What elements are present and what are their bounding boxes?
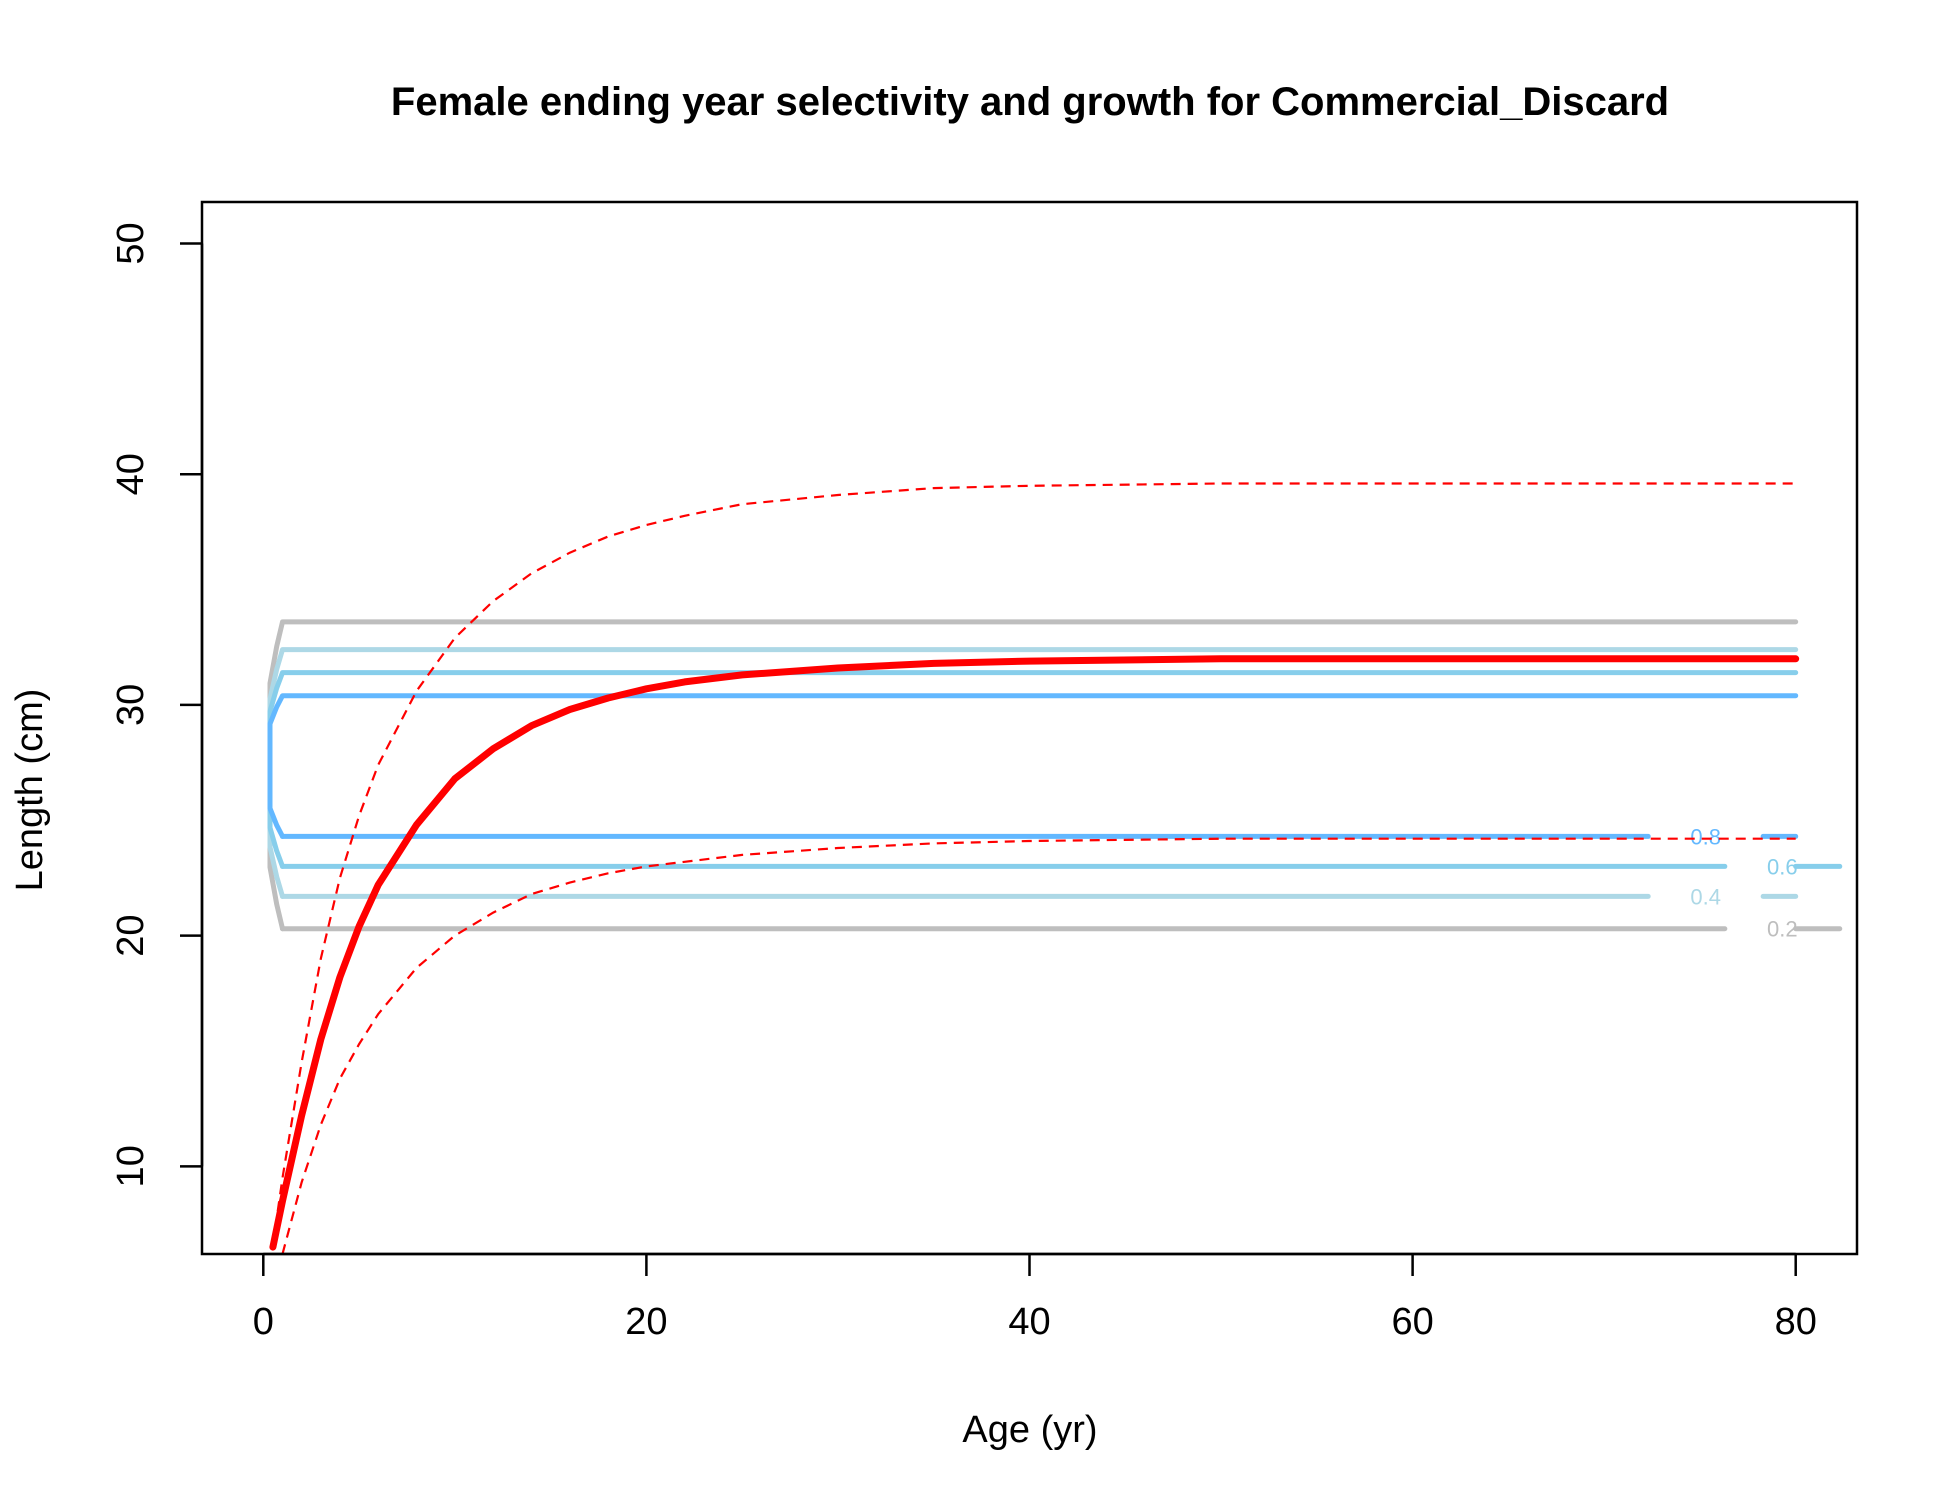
x-axis-label: Age (yr): [962, 1409, 1097, 1451]
contour-label-0.6: 0.6: [1767, 854, 1798, 879]
selectivity-contour-0.6: [267, 670, 1799, 869]
y-tick-label-30: 30: [110, 684, 152, 726]
selectivity-contour-0.2: [267, 619, 1799, 932]
y-tick-label-20: 20: [110, 914, 152, 956]
x-tick-label-80: 80: [1775, 1301, 1817, 1343]
growth-lower-interval-line: [281, 837, 1796, 1254]
x-tick-label-0: 0: [253, 1301, 274, 1343]
contour-label-0.8: 0.8: [1690, 824, 1721, 849]
y-tick-label-50: 50: [110, 222, 152, 264]
chart-title: Female ending year selectivity and growt…: [391, 80, 1669, 124]
y-axis-label: Length (cm): [9, 689, 51, 892]
x-tick-label-60: 60: [1391, 1301, 1433, 1343]
y-tick-label-40: 40: [110, 453, 152, 495]
selectivity-contour-0.8: [267, 693, 1799, 839]
y-tick-label-10: 10: [110, 1145, 152, 1187]
growth-mean-line: [269, 655, 1800, 1251]
growth-upper-interval-line: [271, 482, 1796, 1245]
contour-label-0.4: 0.4: [1690, 884, 1721, 909]
x-tick-label-40: 40: [1008, 1301, 1050, 1343]
contour-label-0.2: 0.2: [1767, 917, 1798, 942]
selectivity-contour-0.4: [267, 647, 1799, 899]
x-tick-label-20: 20: [625, 1301, 667, 1343]
